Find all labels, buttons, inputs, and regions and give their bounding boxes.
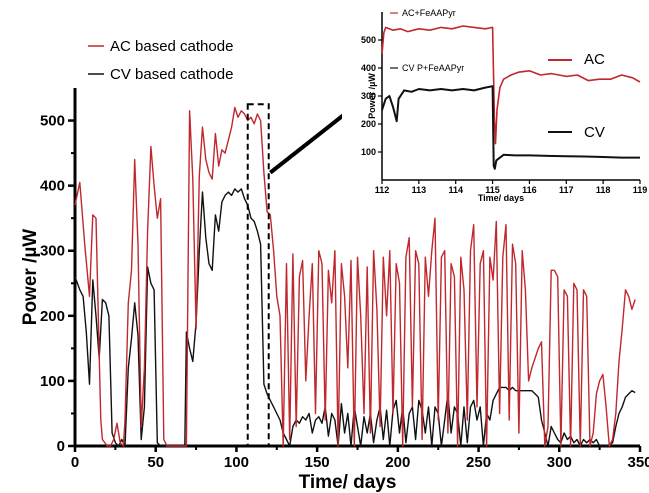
inset-side-label: CV <box>584 124 605 141</box>
inset-legend-label: AC+FeAAPyr <box>402 8 456 18</box>
x-axis-label: Time/ days <box>299 472 397 493</box>
x-tick-label: 150 <box>305 454 330 471</box>
y-tick-label: 400 <box>40 178 65 195</box>
inset-series-line-cv <box>381 85 640 170</box>
inset-y-tick-label: 200 <box>361 119 376 129</box>
y-tick-label: 500 <box>40 113 65 130</box>
inset-background <box>342 0 649 210</box>
inset-x-tick-label: 112 <box>375 185 390 195</box>
x-tick-label: 300 <box>547 454 572 471</box>
series-line-ac <box>74 106 636 447</box>
x-tick-label: 200 <box>385 454 410 471</box>
y-tick-label: 200 <box>40 308 65 325</box>
inset-x-axis-label: Time/ days <box>478 193 524 203</box>
legend-label: AC based cathode <box>110 38 233 55</box>
y-tick-label: 0 <box>57 438 65 455</box>
zoom-arrow <box>269 108 352 175</box>
series-line-cv <box>74 188 636 447</box>
y-tick-label: 300 <box>40 243 65 260</box>
inset-y-axis-label: Power /µW <box>367 73 377 119</box>
inset-x-tick-label: 117 <box>559 185 574 195</box>
x-tick-label: 50 <box>147 454 164 471</box>
inset-side-label: AC <box>584 51 605 68</box>
inset-y-tick-label: 100 <box>361 147 376 157</box>
x-tick-label: 350 <box>627 454 649 471</box>
zoom-region-rectangle <box>246 103 270 447</box>
inset-x-tick-label: 119 <box>633 185 648 195</box>
x-tick-label: 250 <box>466 454 491 471</box>
y-axis-label: Power /µW <box>20 229 41 326</box>
inset-y-tick-label: 500 <box>361 35 376 45</box>
x-tick-label: 100 <box>224 454 249 471</box>
inset-legend-label: CV P+FeAAPyr <box>402 63 464 73</box>
inset-y-tick-label: 400 <box>361 63 376 73</box>
inset-y-tick-label: 300 <box>361 91 376 101</box>
inset-x-tick-label: 115 <box>485 185 500 195</box>
inset-x-tick-label: 118 <box>596 185 611 195</box>
inset-x-tick-label: 116 <box>522 185 537 195</box>
x-tick-label: 0 <box>71 454 79 471</box>
inset-x-tick-label: 114 <box>448 185 463 195</box>
inset-x-tick-label: 113 <box>412 185 427 195</box>
inset-series-line-ac <box>381 25 641 145</box>
y-tick-label: 100 <box>40 373 65 390</box>
legend-label: CV based cathode <box>110 66 233 83</box>
